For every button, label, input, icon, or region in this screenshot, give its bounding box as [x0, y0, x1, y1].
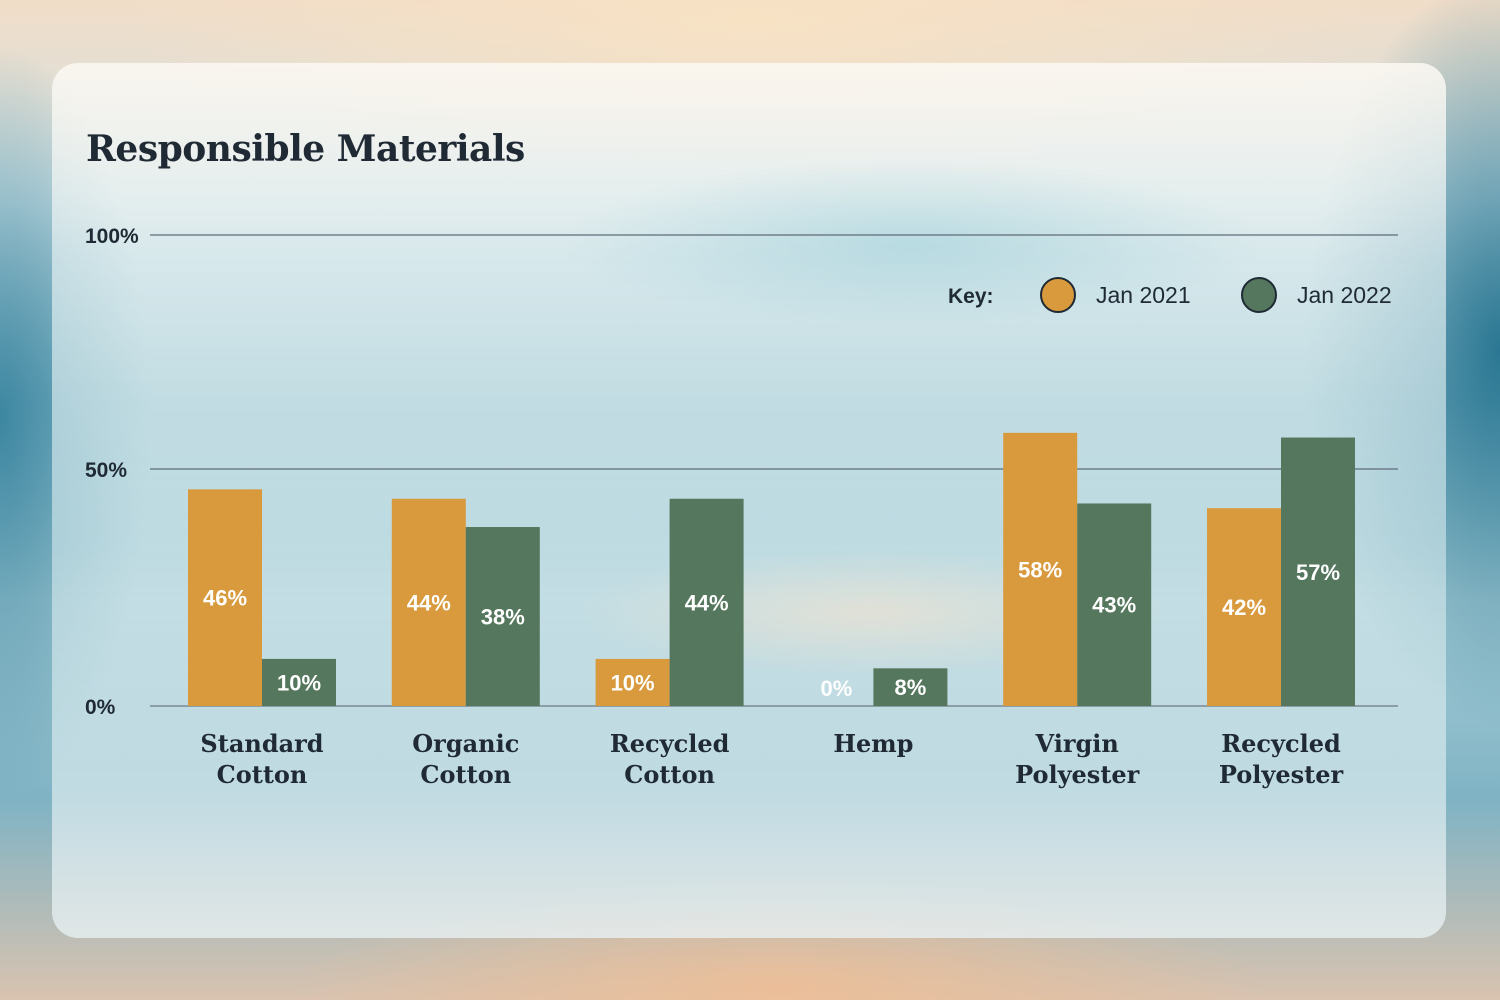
value-label-jan-2021-1: 44%	[407, 590, 451, 615]
value-label-jan-2022-0: 10%	[277, 670, 321, 695]
category-label-5-line-0: Recycled	[1221, 729, 1341, 758]
chart-card	[52, 63, 1446, 938]
bar-jan-2021-0	[188, 489, 262, 706]
bar-jan-2022-3	[873, 668, 948, 706]
x-axis-categories: StandardCottonOrganicCottonRecycledCotto…	[200, 729, 1343, 789]
category-label-1-line-1: Cotton	[420, 760, 511, 789]
y-tick-label-100: 100%	[85, 225, 139, 248]
category-label-5-line-1: Polyester	[1219, 760, 1344, 789]
bar-jan-2021-1	[391, 498, 466, 706]
bar-jan-2021-2	[595, 658, 670, 706]
y-axis-ticks: 100% 50% 0%	[85, 225, 139, 719]
bar-jan-2022-5	[1281, 437, 1355, 706]
y-tick-label-50: 50%	[85, 459, 127, 482]
category-label-4-line-1: Polyester	[1015, 760, 1140, 789]
category-label-0-line-0: Standard	[200, 729, 323, 758]
value-label-jan-2021-2: 10%	[611, 670, 655, 695]
value-label-jan-2021-4: 58%	[1018, 557, 1062, 582]
chart-title: Responsible Materials	[86, 128, 525, 170]
value-labels: 46% 10% 44% 38% 10% 44% 0% 8% 58% 43% 42% 57%	[203, 557, 1340, 701]
bar-jan-2021-5	[1207, 508, 1281, 706]
legend-swatch-jan-2022	[1241, 277, 1277, 313]
legend: Key: Jan 2021 Jan 2022	[948, 277, 1392, 313]
grid-lines	[150, 234, 1398, 707]
bar-jan-2022-2	[669, 498, 744, 706]
value-label-jan-2021-3: 0%	[821, 676, 853, 701]
legend-swatch-jan-2021	[1040, 277, 1076, 313]
category-label-0-line-1: Cotton	[217, 760, 308, 789]
value-label-jan-2021-0: 46%	[203, 586, 247, 611]
value-label-jan-2022-5: 57%	[1296, 560, 1340, 585]
bar-jan-2022-1	[465, 527, 540, 706]
value-label-jan-2022-2: 44%	[685, 590, 729, 615]
category-label-1-line-0: Organic	[412, 729, 519, 758]
bars	[188, 432, 1355, 706]
legend-label-jan-2021: Jan 2021	[1096, 282, 1191, 308]
legend-label-jan-2022: Jan 2022	[1297, 282, 1392, 308]
bar-jan-2022-4	[1077, 503, 1152, 706]
y-tick-label-0: 0%	[85, 696, 116, 719]
category-label-2-line-0: Recycled	[610, 729, 730, 758]
category-label-3-line-0: Hemp	[833, 729, 913, 758]
bar-jan-2022-0	[262, 658, 336, 706]
category-label-4-line-0: Virgin	[1035, 729, 1119, 758]
legend-key-label: Key:	[948, 285, 994, 308]
category-label-2-line-1: Cotton	[624, 760, 715, 789]
value-label-jan-2022-3: 8%	[895, 675, 927, 700]
value-label-jan-2022-1: 38%	[481, 605, 525, 630]
value-label-jan-2022-4: 43%	[1092, 593, 1136, 618]
value-label-jan-2021-5: 42%	[1222, 595, 1266, 620]
bar-jan-2021-4	[1003, 432, 1078, 706]
